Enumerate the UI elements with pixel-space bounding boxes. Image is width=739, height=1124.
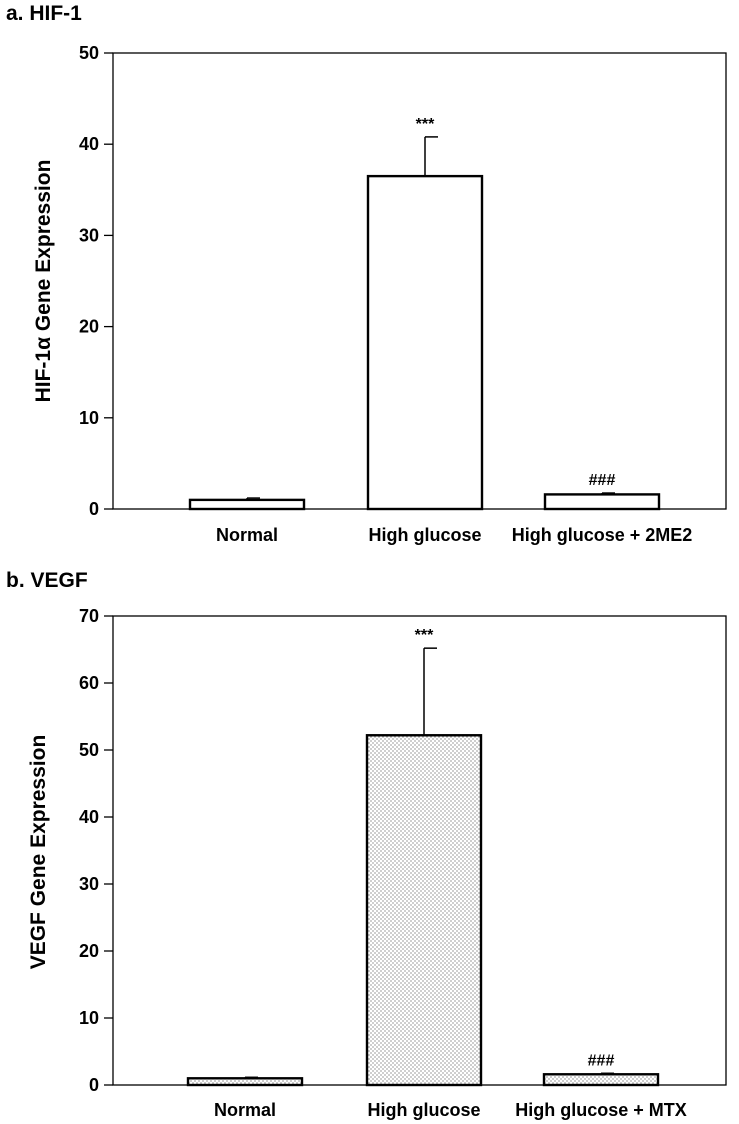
bar (365, 734, 483, 1087)
y-tick-label: 60 (79, 673, 99, 693)
category-label: Normal (214, 1100, 276, 1120)
category-label: High glucose + MTX (515, 1100, 687, 1120)
hif1-bar-chart: 0 10 20 30 40 50 HIF-1α Gene Expression Normal *… (32, 43, 727, 545)
y-tick-label: 10 (79, 1008, 99, 1028)
y-tick-label: 20 (79, 317, 99, 337)
y-axis-title: HIF-1α Gene Expression (32, 160, 55, 403)
y-tick-label: 10 (79, 408, 99, 428)
y-tick-label: 30 (79, 874, 99, 894)
significance-label: *** (415, 627, 434, 644)
category-label: High glucose + 2ME2 (512, 525, 693, 545)
category-label: High glucose (368, 525, 481, 545)
significance-label: *** (416, 116, 435, 133)
bar (188, 498, 306, 511)
y-tick-label: 0 (89, 499, 99, 519)
significance-label: ### (589, 472, 616, 489)
y-axis-title: VEGF Gene Expression (27, 735, 50, 970)
y-tick-label: 50 (79, 740, 99, 760)
panel-b-title: b. VEGF (6, 569, 88, 592)
category-label: High glucose (367, 1100, 480, 1120)
vegf-bar-chart: 0 10 20 30 40 50 60 70 VEGF Gene Expression Norma… (27, 606, 727, 1120)
panel-a-title: a. HIF-1 (6, 2, 82, 25)
y-tick-label: 70 (79, 606, 99, 626)
bar (542, 1073, 660, 1087)
category-label: Normal (216, 525, 278, 545)
bar (186, 1077, 304, 1087)
y-tick-label: 30 (79, 225, 99, 245)
bar (366, 174, 484, 511)
y-tick-label: 20 (79, 941, 99, 961)
y-tick-label: 40 (79, 807, 99, 827)
significance-label: ### (588, 1052, 615, 1069)
y-tick-label: 0 (89, 1075, 99, 1095)
y-tick-label: 50 (79, 43, 99, 63)
y-tick-label: 40 (79, 134, 99, 154)
bar (543, 493, 661, 511)
